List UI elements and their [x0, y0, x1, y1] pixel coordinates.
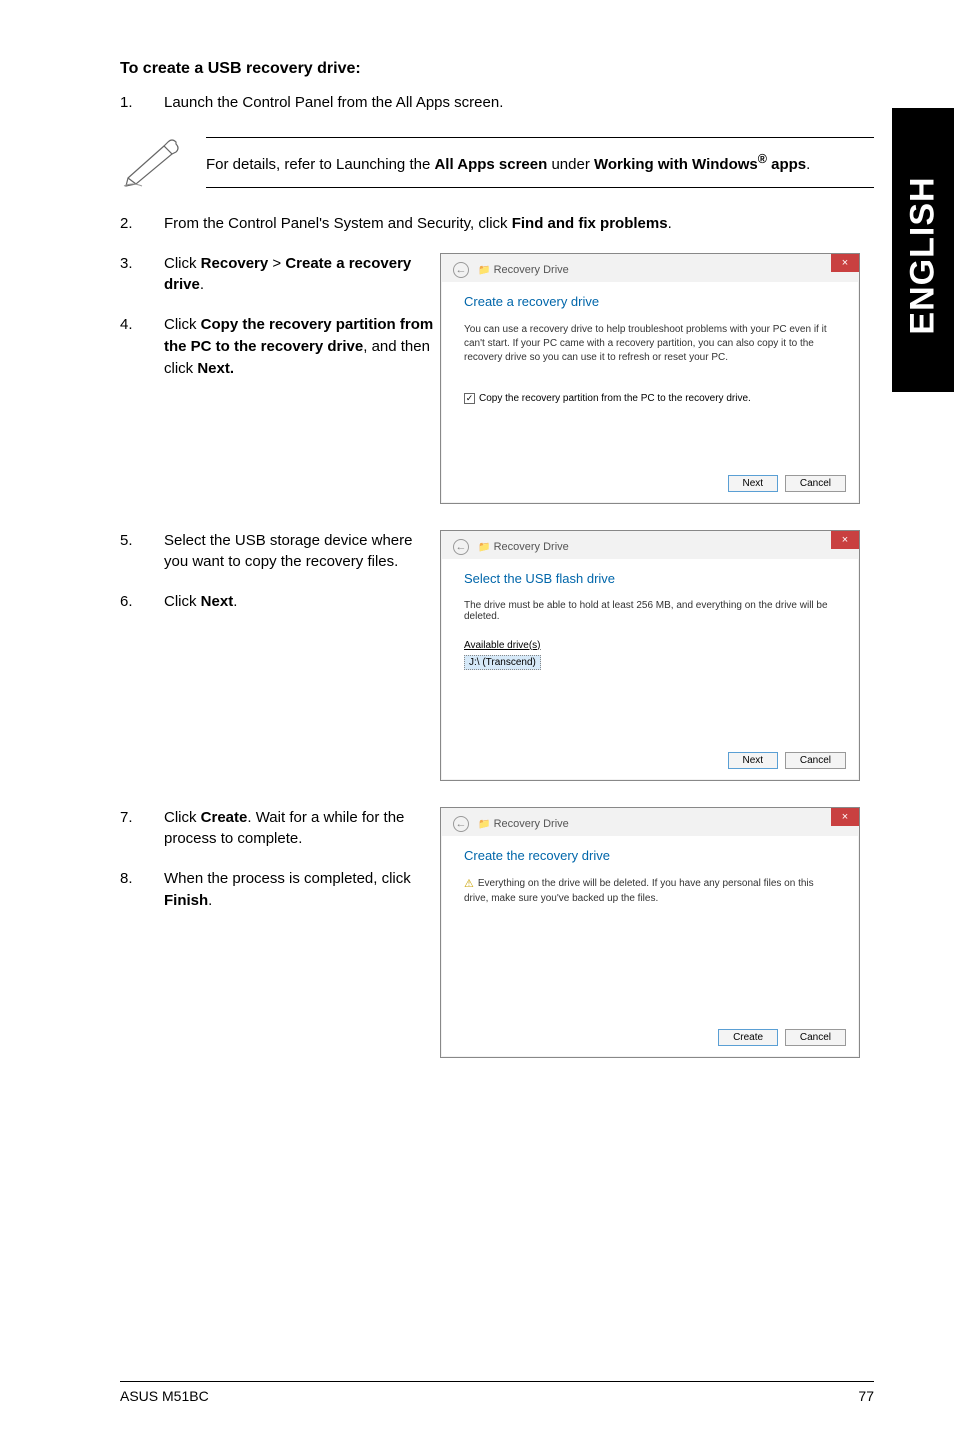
note-mid: under — [547, 156, 594, 173]
footer-page-number: 77 — [858, 1388, 874, 1404]
dialog-breadcrumb: ← 📁 Recovery Drive — [441, 808, 859, 836]
next-button[interactable]: Next — [728, 752, 779, 769]
dialog-breadcrumb: ← 📁 Recovery Drive — [441, 531, 859, 559]
step-number: 6. — [120, 591, 164, 613]
recovery-dialog-1: × ← 📁 Recovery Drive Create a recovery d… — [440, 253, 860, 504]
step-1: 1. Launch the Control Panel from the All… — [120, 92, 874, 114]
back-icon[interactable]: ← — [453, 816, 469, 832]
note-bold2: Working with Windows — [594, 156, 758, 173]
step-text: Launch the Control Panel from the All Ap… — [164, 92, 874, 114]
page-footer: ASUS M51BC 77 — [120, 1381, 874, 1404]
note-bold3: apps — [767, 156, 806, 173]
dialog-body: Everything on the drive will be deleted.… — [464, 878, 814, 904]
dialog-crumb-text: Recovery Drive — [494, 818, 569, 830]
section-heading: To create a USB recovery drive: — [120, 60, 874, 78]
close-icon[interactable]: × — [831, 254, 859, 272]
step-text: From the Control Panel's System and Secu… — [164, 213, 874, 235]
step-text: Click Create. Wait for a while for the p… — [164, 807, 440, 851]
cancel-button[interactable]: Cancel — [785, 752, 846, 769]
step-number: 5. — [120, 530, 164, 574]
dialog-title: Create a recovery drive — [464, 294, 836, 309]
step-8: 8. When the process is completed, click … — [120, 868, 440, 912]
step-text: When the process is completed, click Fin… — [164, 868, 440, 912]
next-button[interactable]: Next — [728, 475, 779, 492]
copy-partition-checkbox[interactable]: ✓Copy the recovery partition from the PC… — [464, 393, 836, 404]
step-4: 4. Click Copy the recovery partition fro… — [120, 314, 440, 379]
step-text: Select the USB storage device where you … — [164, 530, 440, 574]
sidebar-language-label: ENGLISH — [904, 163, 943, 349]
step-text: Click Next. — [164, 591, 440, 613]
step-text: Click Copy the recovery partition from t… — [164, 314, 440, 379]
close-icon[interactable]: × — [831, 808, 859, 826]
step-number: 4. — [120, 314, 164, 379]
dialog-title: Create the recovery drive — [464, 848, 836, 863]
step-7: 7. Click Create. Wait for a while for th… — [120, 807, 440, 851]
step-number: 8. — [120, 868, 164, 912]
close-icon[interactable]: × — [831, 531, 859, 549]
recovery-dialog-3: × ← 📁 Recovery Drive Create the recovery… — [440, 807, 860, 1058]
drive-option[interactable]: J:\ (Transcend) — [464, 655, 541, 670]
back-icon[interactable]: ← — [453, 539, 469, 555]
cancel-button[interactable]: Cancel — [785, 1029, 846, 1046]
note-suffix: . — [806, 156, 810, 173]
step-number: 2. — [120, 213, 164, 235]
footer-model: ASUS M51BC — [120, 1388, 209, 1404]
step-number: 3. — [120, 253, 164, 297]
note-prefix: For details, refer to Launching the — [206, 156, 434, 173]
note-bold1: All Apps screen — [434, 156, 547, 173]
create-button[interactable]: Create — [718, 1029, 778, 1046]
warning-icon: ⚠ — [464, 877, 474, 892]
dialog-crumb-text: Recovery Drive — [494, 541, 569, 553]
dialog-title: Select the USB flash drive — [464, 571, 836, 586]
available-drives-label: Available drive(s) — [464, 640, 836, 651]
step-number: 1. — [120, 92, 164, 114]
note-sup: ® — [758, 152, 767, 166]
dialog-crumb-text: Recovery Drive — [494, 264, 569, 276]
sidebar-tab: ENGLISH — [892, 108, 954, 392]
step-6: 6. Click Next. — [120, 591, 440, 613]
step-2: 2. From the Control Panel's System and S… — [120, 213, 874, 235]
dialog-body: You can use a recovery drive to help tro… — [464, 323, 836, 365]
back-icon[interactable]: ← — [453, 262, 469, 278]
step-3: 3. Click Recovery > Create a recovery dr… — [120, 253, 440, 297]
dialog-breadcrumb: ← 📁 Recovery Drive — [441, 254, 859, 282]
recovery-dialog-2: × ← 📁 Recovery Drive Select the USB flas… — [440, 530, 860, 781]
step-number: 7. — [120, 807, 164, 851]
cancel-button[interactable]: Cancel — [785, 475, 846, 492]
note-text: For details, refer to Launching the All … — [206, 137, 874, 188]
note-callout: For details, refer to Launching the All … — [120, 132, 874, 193]
step-5: 5. Select the USB storage device where y… — [120, 530, 440, 574]
dialog-body: The drive must be able to hold at least … — [464, 600, 836, 622]
pencil-icon — [120, 132, 206, 193]
step-text: Click Recovery > Create a recovery drive… — [164, 253, 440, 297]
